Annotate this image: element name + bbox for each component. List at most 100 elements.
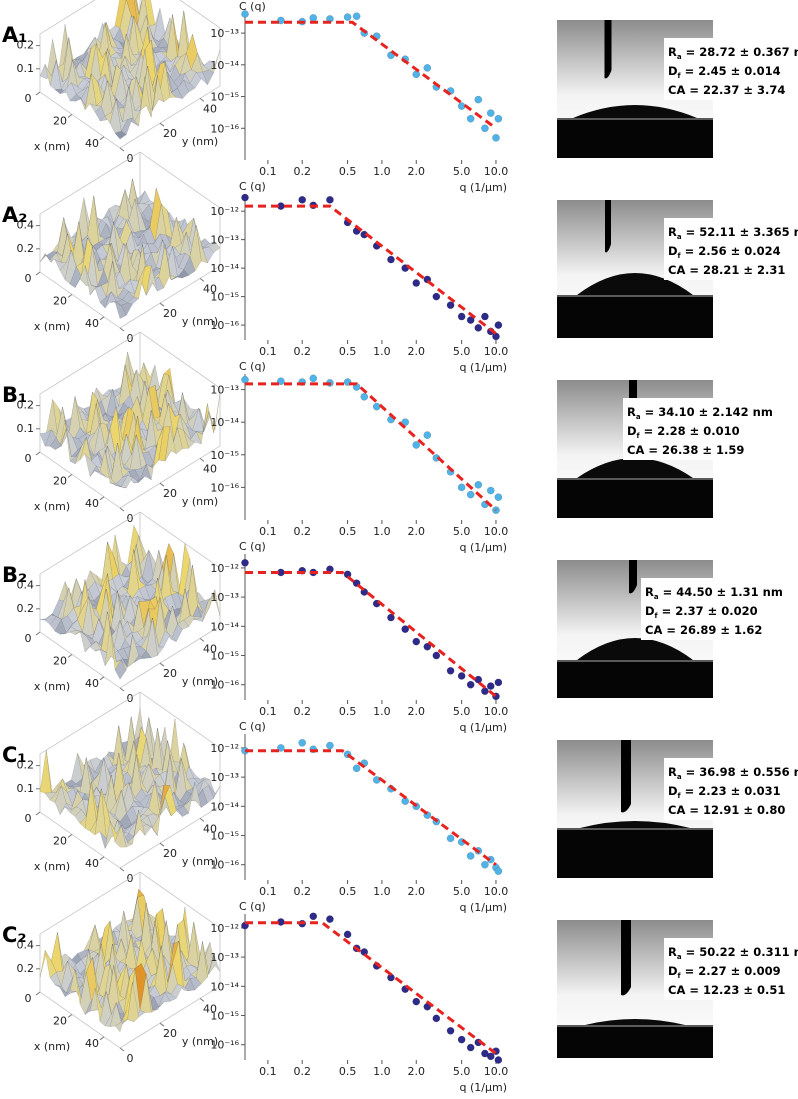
- data-point: [241, 375, 249, 384]
- x-tick-label: 5.0: [453, 165, 471, 178]
- data-point: [309, 374, 318, 383]
- data-point: [352, 764, 361, 773]
- x-tick-label: 0.2: [293, 165, 311, 178]
- surface-facet: [121, 475, 133, 489]
- x-tick-label: 5.0: [453, 885, 471, 898]
- x-tick-label: 40: [85, 137, 99, 150]
- psd-chart: C (q) 10⁻¹³ 10⁻¹⁴ 10⁻¹⁵ 10⁻¹⁶ 0.1 0.2 0.5 1.0 2.0…: [210, 0, 508, 194]
- y-axis-label: C (q): [239, 180, 266, 193]
- box-edge: [119, 445, 221, 509]
- y-tick-label: 20: [163, 1027, 177, 1040]
- needle: [604, 20, 612, 79]
- x-tick-label: 1.0: [373, 165, 391, 178]
- data-point: [298, 738, 307, 747]
- y-tick-label: 0: [127, 1052, 134, 1065]
- symbol: R: [627, 405, 636, 419]
- box-edge: [39, 151, 141, 215]
- surface-facet: [152, 1002, 164, 1011]
- y-tick-label: 10⁻¹⁴: [210, 980, 239, 993]
- x-tick-label: 5.0: [453, 345, 471, 358]
- x-tick-label: 40: [85, 1037, 99, 1050]
- needle: [629, 560, 637, 594]
- x-tick-label: 0.5: [339, 885, 357, 898]
- y-tick: [119, 147, 125, 152]
- y-tick: [119, 687, 125, 692]
- box-edge: [39, 0, 96, 35]
- annotation-line: Df = 2.23 ± 0.031: [668, 784, 781, 800]
- symbol: D: [668, 784, 678, 798]
- panel-label: B₂: [2, 563, 27, 587]
- x-axis-label: q (1/μm): [460, 901, 507, 914]
- y-tick: [159, 842, 165, 847]
- y-tick-label: 20: [163, 487, 177, 500]
- y-axis-label: y (nm): [182, 135, 218, 148]
- panel-label: C₂: [2, 923, 27, 947]
- y-tick-label: 10⁻¹⁵: [210, 1010, 239, 1023]
- annotation-background: [664, 938, 796, 1000]
- subscript: f: [678, 252, 682, 260]
- box-edge: [119, 805, 221, 869]
- symbol: D: [645, 604, 655, 618]
- data-point: [494, 678, 503, 687]
- y-tick-label: 20: [163, 307, 177, 320]
- box-edge: [39, 811, 121, 869]
- y-tick: [199, 638, 205, 642]
- box-edge: [119, 85, 221, 149]
- data-point: [412, 70, 421, 79]
- y-tick-label: 10⁻¹⁶: [210, 319, 239, 332]
- fit-line: [245, 570, 497, 698]
- symbol: R: [668, 45, 677, 59]
- x-tick-label: 0.5: [339, 165, 357, 178]
- annotation-background: [664, 38, 796, 100]
- data-point: [494, 1056, 503, 1064]
- data-point: [486, 486, 495, 495]
- y-tick: [159, 1022, 165, 1027]
- substrate: [557, 828, 713, 878]
- y-tick: [159, 662, 165, 667]
- symbol: CA: [668, 263, 685, 277]
- box-edge: [39, 871, 141, 935]
- z-tick-label: 0.2: [17, 759, 35, 772]
- subscript: a: [677, 53, 682, 61]
- x-tick-label: 20: [53, 474, 67, 487]
- surface-facet: [139, 76, 152, 118]
- surface-facet: [114, 484, 127, 489]
- symbol: R: [645, 585, 654, 599]
- surface-facet: [39, 750, 52, 794]
- data-point: [466, 852, 475, 860]
- value-text: = 2.56 ± 0.024: [681, 244, 781, 258]
- y-tick-label: 10⁻¹²: [210, 562, 239, 575]
- box-edge: [139, 691, 221, 749]
- y-tick-label: 20: [163, 847, 177, 860]
- y-tick-label: 40: [203, 102, 217, 115]
- annotation-line: Df = 2.45 ± 0.014: [668, 64, 781, 80]
- substrate: [557, 660, 713, 698]
- x-tick-label: 5.0: [453, 705, 471, 718]
- data-point: [343, 13, 352, 21]
- data-point: [457, 312, 466, 321]
- x-tick-label: 1.0: [373, 1065, 391, 1078]
- x-tick: [35, 451, 41, 456]
- data-point: [241, 558, 249, 567]
- x-tick-label: 20: [53, 1014, 67, 1027]
- subscript: a: [636, 413, 641, 421]
- annotation-line: CA = 26.89 ± 1.62: [645, 623, 762, 637]
- y-tick-label: 10⁻¹²: [210, 205, 239, 218]
- panel-row: B₂02040020400.20.4x (nm)y (nm)C (q)10⁻¹²…: [2, 511, 796, 734]
- surface-facet: [139, 464, 152, 481]
- data-point: [486, 682, 495, 690]
- surface-facet: [114, 659, 127, 680]
- x-tick-label: 0.1: [259, 525, 277, 538]
- x-axis-label: x (nm): [34, 680, 70, 693]
- data-point: [457, 483, 466, 492]
- data-point: [401, 418, 410, 427]
- y-tick: [199, 818, 205, 822]
- data-point: [457, 672, 466, 680]
- value-text: = 26.38 ± 1.59: [644, 443, 744, 457]
- annotation-line: CA = 28.21 ± 2.31: [668, 263, 785, 277]
- data-point: [360, 392, 369, 401]
- box-edge: [179, 0, 221, 29]
- data-point: [494, 321, 503, 329]
- droplet: [577, 638, 693, 660]
